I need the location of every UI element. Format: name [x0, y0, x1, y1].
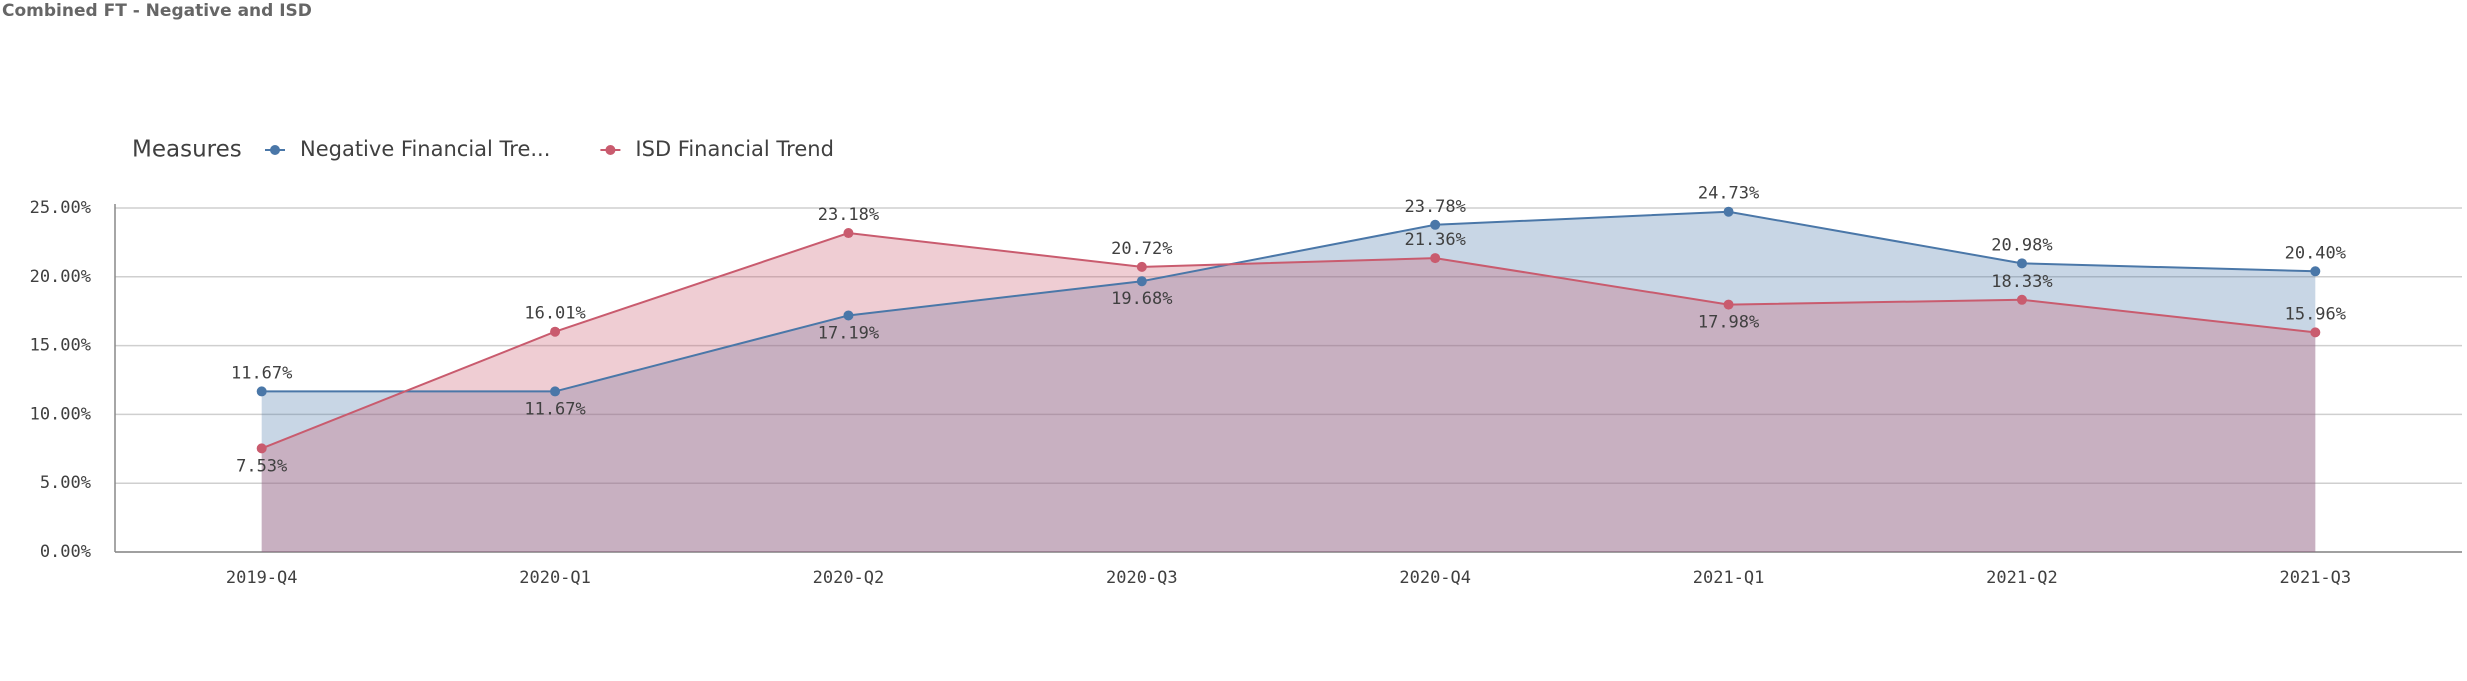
x-tick-label: 2021-Q2	[1986, 568, 2058, 588]
data-label: 24.73%	[1698, 184, 1759, 204]
y-tick-label: 20.00%	[30, 267, 91, 287]
area	[261, 211, 2316, 552]
point	[1723, 206, 1734, 217]
x-tick-label: 2020-Q3	[1106, 568, 1178, 588]
point	[550, 386, 561, 397]
x-tick-label: 2020-Q4	[1399, 568, 1471, 588]
point	[2016, 294, 2027, 305]
data-label: 17.98%	[1698, 313, 1759, 333]
data-label: 11.67%	[231, 363, 292, 383]
data-label: 23.78%	[1404, 197, 1465, 217]
legend-title: Measures	[132, 137, 242, 163]
point	[843, 310, 854, 321]
legend-label[interactable]: Negative Financial Tre...	[300, 137, 550, 161]
x-tick-label: 2021-Q3	[2279, 568, 2351, 588]
data-label: 16.01%	[524, 304, 585, 324]
point	[1430, 219, 1441, 230]
point	[550, 326, 561, 337]
area	[261, 233, 2316, 552]
legend-marker[interactable]	[605, 145, 616, 155]
data-label: 17.19%	[818, 323, 879, 343]
x-tick-label: 2020-Q2	[813, 568, 885, 588]
y-tick-label: 0.00%	[40, 542, 91, 562]
point	[1723, 299, 1734, 310]
point	[843, 228, 854, 239]
data-label: 20.40%	[2285, 243, 2346, 263]
data-label: 20.72%	[1111, 239, 1172, 259]
y-tick-label: 10.00%	[30, 404, 91, 424]
data-label: 19.68%	[1111, 289, 1172, 309]
point	[256, 386, 267, 397]
point	[1136, 276, 1147, 287]
legend-label[interactable]: ISD Financial Trend	[635, 137, 833, 161]
data-label: 23.18%	[818, 205, 879, 225]
point	[2310, 266, 2321, 277]
data-label: 21.36%	[1404, 230, 1465, 250]
data-label: 20.98%	[1991, 235, 2052, 255]
data-label: 7.53%	[236, 456, 287, 476]
legend-marker[interactable]	[270, 145, 280, 155]
data-label: 11.67%	[524, 399, 585, 419]
line	[261, 232, 2316, 450]
y-tick-label: 15.00%	[30, 336, 91, 356]
data-label: 15.96%	[2285, 304, 2346, 324]
x-tick-label: 2020-Q1	[519, 568, 591, 588]
y-tick-label: 5.00%	[40, 473, 91, 493]
line	[261, 210, 2316, 393]
data-label: 18.33%	[1991, 272, 2052, 292]
x-tick-label: 2021-Q1	[1693, 568, 1765, 588]
point	[2310, 327, 2321, 338]
point	[1136, 261, 1147, 272]
point	[1430, 253, 1441, 264]
chart-title: Combined FT - Negative and ISD	[2, 1, 312, 21]
y-tick-label: 25.00%	[30, 198, 91, 218]
x-tick-label: 2019-Q4	[226, 568, 298, 588]
point	[256, 443, 267, 454]
point	[2016, 258, 2027, 269]
